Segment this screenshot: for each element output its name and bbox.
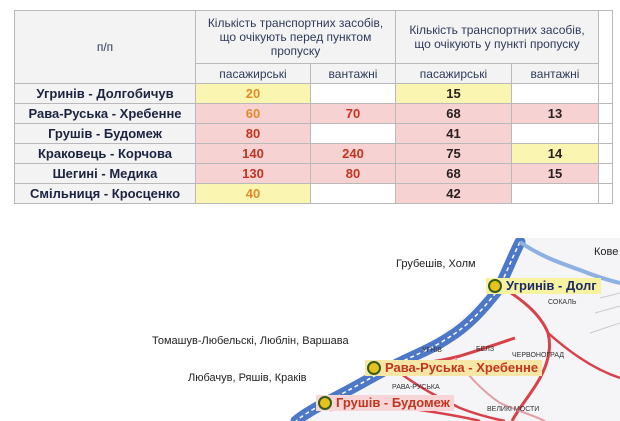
map-crossing-label: Грушів - Будомеж bbox=[336, 395, 450, 410]
map-graphic bbox=[290, 238, 620, 421]
queue-table: п/п Кількість транспортних засобів, що о… bbox=[14, 10, 613, 204]
crossing-marker-icon bbox=[488, 279, 502, 293]
at-cargo-cell: 13 bbox=[511, 103, 599, 124]
at-cargo-cell bbox=[511, 183, 599, 204]
crossing-name: Угринів - Долгобичув bbox=[14, 83, 196, 104]
crossing-name: Грушів - Будомеж bbox=[14, 123, 196, 144]
before-passenger-cell: 80 bbox=[195, 123, 311, 144]
road-east bbox=[547, 332, 620, 380]
subheader-row: пасажирські вантажні пасажирські вантажн… bbox=[15, 63, 613, 84]
at-passenger-cell: 68 bbox=[395, 103, 512, 124]
table-row: Угринів - Долгобичув 20 15 bbox=[14, 83, 613, 104]
before-passenger-cell: 20 bbox=[195, 83, 311, 104]
before-cargo-cell: 70 bbox=[310, 103, 396, 124]
road-central bbox=[399, 371, 506, 421]
at-cargo-cell bbox=[511, 123, 599, 144]
crossing-marker-icon bbox=[367, 361, 381, 375]
before-cargo-cell: 80 bbox=[310, 163, 396, 184]
border-map: Грубешів, Холм Кове Томашув-Любельскі, Л… bbox=[0, 238, 620, 421]
table-row: Рава-Руська - Хребенне 60 70 68 13 bbox=[14, 103, 613, 124]
crossing-name: Краковець - Корчова bbox=[14, 143, 196, 164]
crossing-name: Шегині - Медика bbox=[14, 163, 196, 184]
northern-border bbox=[518, 240, 620, 285]
group-header-at: Кількість транспортних засобів, що очіку… bbox=[395, 10, 599, 64]
at-passenger-cell: 42 bbox=[395, 183, 512, 204]
map-crossing-label: Рава-Руська - Хребенне bbox=[385, 360, 539, 375]
at-passenger-cell: 41 bbox=[395, 123, 512, 144]
city-label-liubachuv: Любачув, Ряшів, Краків bbox=[188, 372, 307, 384]
city-label-kovel: Кове bbox=[594, 246, 619, 258]
map-crossing-label: Угринів - Долг bbox=[506, 278, 597, 293]
extra-column bbox=[598, 10, 613, 84]
at-passenger-cell: 68 bbox=[395, 163, 512, 184]
table-row: Грушів - Будомеж 80 41 bbox=[14, 123, 613, 144]
before-cargo-cell bbox=[310, 123, 396, 144]
table-row: Краковець - Корчова 140 240 75 14 bbox=[14, 143, 613, 164]
before-passenger-cell: 40 bbox=[195, 183, 311, 204]
before-passenger-cell: 140 bbox=[195, 143, 311, 164]
town-belz: БЕЛЗ bbox=[476, 346, 495, 353]
table-row: Смільниця - Кросценко 40 42 bbox=[14, 183, 613, 204]
town-chervonohrad: ЧЕРВОНОГРАД bbox=[512, 352, 565, 359]
sub-header-at-cargo: вантажні bbox=[511, 63, 599, 84]
crossing-name: Рава-Руська - Хребенне bbox=[14, 103, 196, 124]
town-rava-ruska: РАВА-РУСЬКА bbox=[392, 384, 440, 391]
sub-header-before-cargo: вантажні bbox=[310, 63, 396, 84]
crossing-marker-icon bbox=[318, 396, 332, 410]
at-cargo-cell: 14 bbox=[511, 143, 599, 164]
col-pp-header: п/п bbox=[14, 10, 196, 84]
header-row: п/п Кількість транспортних засобів, що о… bbox=[14, 10, 613, 84]
before-passenger-cell: 130 bbox=[195, 163, 311, 184]
at-cargo-cell bbox=[511, 83, 599, 104]
town-velyki-mosty: ВЕЛИКІ МОСТИ bbox=[487, 406, 540, 413]
road-uhryniv bbox=[499, 284, 552, 421]
city-label-tomashuv: Томашув-Любельскі, Люблін, Варшава bbox=[152, 335, 349, 347]
sub-header-before-passenger: пасажирські bbox=[195, 63, 311, 84]
group-header-before: Кількість транспортних засобів, що очіку… bbox=[195, 10, 396, 64]
at-passenger-cell: 15 bbox=[395, 83, 512, 104]
map-crossing-hrushiv[interactable]: Грушів - Будомеж bbox=[316, 395, 454, 411]
map-crossing-uhryniv[interactable]: Угринів - Долг bbox=[486, 278, 601, 294]
sub-header-at-passenger: пасажирські bbox=[395, 63, 512, 84]
crossing-name: Смільниця - Кросценко bbox=[14, 183, 196, 204]
town-sokal: СОКАЛЬ bbox=[548, 299, 577, 306]
before-cargo-cell bbox=[310, 83, 396, 104]
map-crossing-rava[interactable]: Рава-Руська - Хребенне bbox=[365, 360, 543, 376]
city-label-hrubeshiv: Грубешів, Холм bbox=[396, 258, 476, 270]
map-hatch bbox=[589, 292, 620, 334]
at-passenger-cell: 75 bbox=[395, 143, 512, 164]
before-cargo-cell bbox=[310, 183, 396, 204]
table-row: Шегині - Медика 130 80 68 15 bbox=[14, 163, 613, 184]
at-cargo-cell: 15 bbox=[511, 163, 599, 184]
town-uhniv: УГНІВ bbox=[422, 347, 442, 354]
before-cargo-cell: 240 bbox=[310, 143, 396, 164]
before-passenger-cell: 60 bbox=[195, 103, 311, 124]
